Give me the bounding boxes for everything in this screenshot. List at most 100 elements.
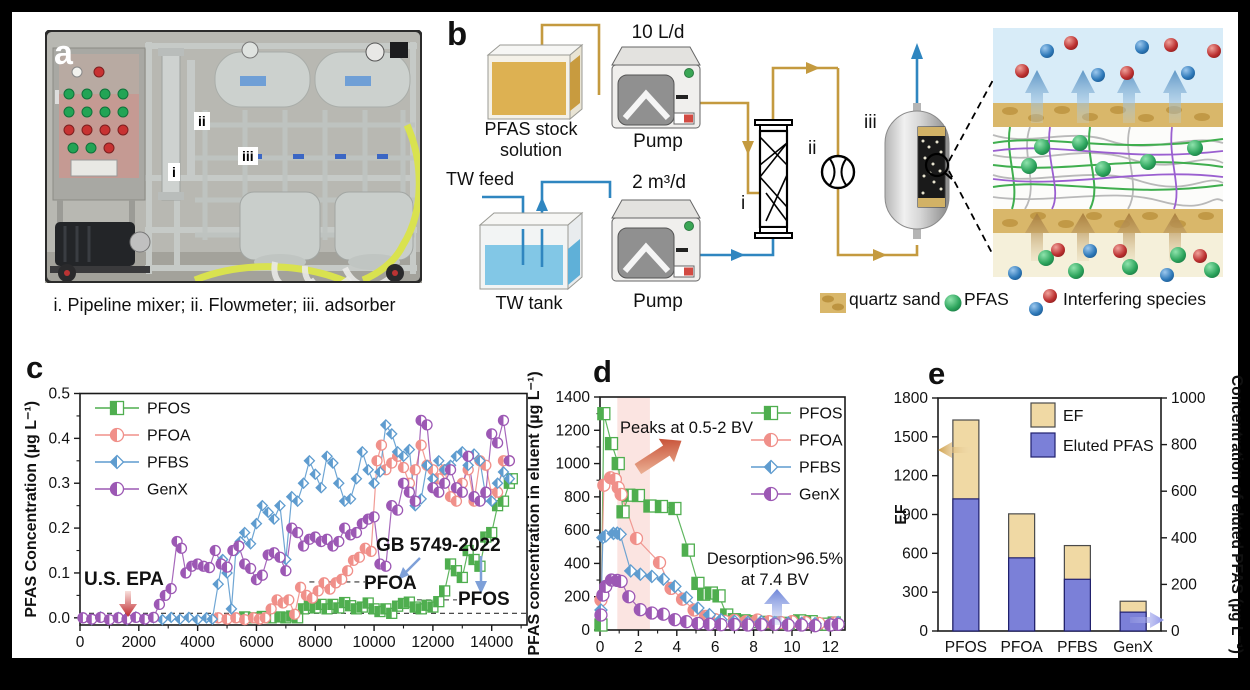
pump-bottom-label: Pump bbox=[633, 291, 683, 312]
svg-text:0.2: 0.2 bbox=[48, 520, 70, 537]
photo-tag-adsorber: iii bbox=[238, 147, 258, 165]
svg-text:6000: 6000 bbox=[239, 634, 274, 651]
svg-text:6: 6 bbox=[711, 639, 720, 656]
svg-text:0: 0 bbox=[1171, 623, 1180, 640]
svg-text:400: 400 bbox=[1171, 530, 1197, 547]
svg-text:800: 800 bbox=[1171, 437, 1197, 454]
photo-tag-mixer: i bbox=[168, 163, 180, 181]
feed-species-bottom bbox=[1008, 243, 1220, 282]
pilot-plant-photo bbox=[45, 30, 422, 283]
svg-text:200: 200 bbox=[564, 589, 590, 606]
svg-text:EF: EF bbox=[893, 504, 910, 525]
flowmeter bbox=[820, 154, 856, 190]
right-axis-pointer-icon bbox=[1130, 612, 1164, 628]
tw-tank bbox=[478, 211, 584, 291]
svg-text:0.1: 0.1 bbox=[48, 565, 70, 582]
process-schematic bbox=[478, 23, 1224, 316]
svg-text:1000: 1000 bbox=[1171, 390, 1206, 407]
adsorber-tag: iii bbox=[864, 112, 877, 133]
tw-feed-label: TW feed bbox=[446, 169, 515, 189]
pfas-sphere-icon bbox=[944, 294, 962, 312]
pump-top-rate: 10 L/d bbox=[631, 22, 685, 43]
membrane-zoom-panel bbox=[992, 28, 1224, 282]
svg-text:0.0: 0.0 bbox=[48, 610, 70, 627]
svg-text:0: 0 bbox=[581, 622, 590, 639]
us-epa-annotation: U.S. EPA bbox=[84, 569, 164, 590]
panel-a-caption: i. Pipeline mixer; ii. Flowmeter; iii. a… bbox=[53, 295, 396, 315]
svg-text:PFBS: PFBS bbox=[147, 455, 189, 472]
svg-text:1400: 1400 bbox=[556, 389, 591, 406]
svg-text:0: 0 bbox=[919, 623, 928, 640]
flowmeter-tag: ii bbox=[808, 138, 817, 159]
svg-text:PFOS: PFOS bbox=[147, 401, 191, 418]
breakthrough-chart: 0 2000 4000 6000 8000 10000 12000 14000 0.0 0.1 0.… bbox=[23, 386, 528, 651]
pfas-captured bbox=[1021, 135, 1203, 177]
svg-text:8: 8 bbox=[749, 639, 758, 656]
feed-pump-motor bbox=[50, 222, 151, 273]
svg-text:12000: 12000 bbox=[411, 634, 454, 651]
gb-arrow-pfoa-icon bbox=[398, 557, 421, 580]
pump-bottom-rate: 2 m³/d bbox=[632, 172, 686, 193]
pump-bottom bbox=[611, 199, 701, 282]
stock-label-1: PFAS stock bbox=[484, 119, 578, 139]
quartz-sand-swatch bbox=[820, 293, 846, 313]
pump-top-label: Pump bbox=[633, 131, 683, 152]
pump-top bbox=[611, 46, 701, 129]
mixer-tag: i bbox=[741, 193, 746, 214]
pfoa-limit-label: PFOA bbox=[364, 573, 417, 594]
svg-text:1200: 1200 bbox=[894, 468, 929, 485]
peaks-annotation: Peaks at 0.5-2 BV bbox=[620, 419, 753, 437]
gb-standard-annotation: GB 5749-2022 bbox=[376, 535, 501, 556]
panel-c-label: c bbox=[26, 350, 44, 385]
pressure-gauge-1 bbox=[241, 41, 259, 59]
photo-tag-flowmeter: ii bbox=[194, 112, 210, 130]
stock-label-2: solution bbox=[499, 140, 563, 160]
panel-e-label: e bbox=[928, 356, 946, 391]
svg-text:1800: 1800 bbox=[894, 390, 929, 407]
svg-text:PFOS: PFOS bbox=[799, 406, 843, 423]
svg-text:4: 4 bbox=[672, 639, 681, 656]
pipeline-mixer bbox=[754, 119, 793, 239]
svg-text:4000: 4000 bbox=[180, 634, 215, 651]
svg-text:0: 0 bbox=[76, 634, 85, 651]
gb-arrow-pfos-icon bbox=[475, 556, 487, 594]
svg-text:12: 12 bbox=[822, 639, 839, 656]
svg-text:GenX: GenX bbox=[799, 487, 840, 504]
zoom-connector-lines bbox=[948, 79, 994, 256]
enrichment-bar-chart: 0 300 600 900 1200 1500 1800 0 200 400 600 800 1000 P… bbox=[893, 375, 1245, 656]
svg-text:400: 400 bbox=[564, 555, 590, 572]
legend-interfering-species: Interfering species bbox=[1063, 289, 1206, 309]
svg-text:PFAS Concentration (µg L⁻¹): PFAS Concentration (µg L⁻¹) bbox=[23, 401, 40, 618]
svg-text:1500: 1500 bbox=[894, 429, 929, 446]
control-cabinet bbox=[52, 47, 146, 260]
svg-text:GenX: GenX bbox=[147, 482, 188, 499]
svg-text:PFBS: PFBS bbox=[1057, 639, 1097, 656]
pfos-limit-label: PFOS bbox=[458, 589, 510, 610]
svg-text:PFOA: PFOA bbox=[1001, 639, 1044, 656]
svg-text:900: 900 bbox=[902, 507, 928, 524]
pfas-stock-tank bbox=[486, 43, 584, 121]
left-axis-pointer-icon bbox=[938, 442, 972, 458]
svg-text:2000: 2000 bbox=[122, 634, 157, 651]
permeate-arrows bbox=[1025, 70, 1187, 123]
desorption-annotation-1: Desorption>96.5% bbox=[706, 550, 844, 568]
svg-text:200: 200 bbox=[1171, 576, 1197, 593]
casters bbox=[58, 264, 404, 282]
svg-text:600: 600 bbox=[1171, 483, 1197, 500]
svg-text:PFBS: PFBS bbox=[799, 460, 841, 477]
svg-text:EF: EF bbox=[1063, 408, 1084, 425]
svg-text:GenX: GenX bbox=[1113, 639, 1153, 656]
us-epa-arrow-icon bbox=[119, 591, 137, 617]
svg-text:0.5: 0.5 bbox=[48, 386, 70, 403]
legend-pfas: PFAS bbox=[964, 289, 1009, 309]
panel-d-label: d bbox=[593, 354, 612, 389]
adsorber-vessel bbox=[884, 103, 953, 239]
desorption-arrow-icon bbox=[764, 589, 790, 625]
svg-text:2: 2 bbox=[634, 639, 643, 656]
svg-text:800: 800 bbox=[564, 489, 590, 506]
pressure-gauge-2 bbox=[365, 42, 385, 62]
interfering-blue-sphere-icon bbox=[1029, 302, 1043, 316]
svg-text:14000: 14000 bbox=[470, 634, 513, 651]
svg-text:PFOA: PFOA bbox=[799, 433, 843, 450]
membrane-fibers-gray bbox=[992, 126, 1224, 210]
